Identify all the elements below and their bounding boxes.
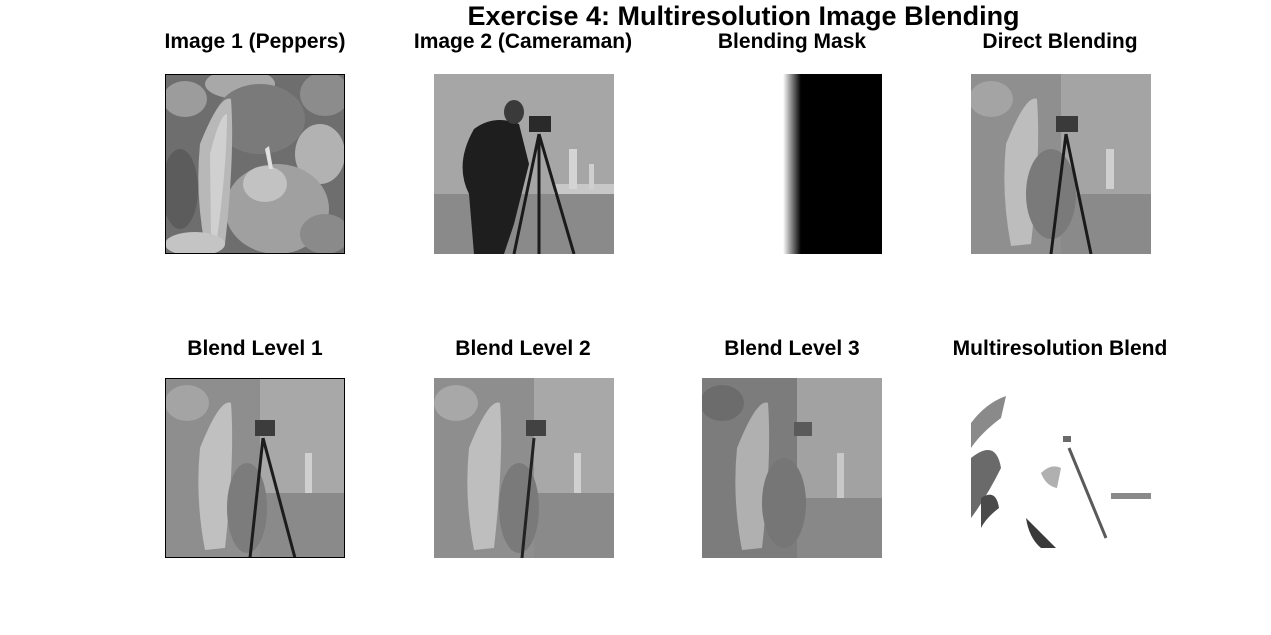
multiresolution-blend-image: [971, 378, 1151, 558]
blend-level-2-image: [434, 378, 614, 558]
cameraman-image: [434, 74, 614, 254]
panel-title-peppers: Image 1 (Peppers): [164, 30, 346, 53]
panel-title-cameraman: Image 2 (Cameraman): [413, 30, 633, 53]
blend-level-3-image: [702, 378, 882, 558]
panel-title-blend-level-2: Blend Level 2: [455, 337, 591, 360]
multiresolution-blend-image-icon: [971, 378, 1151, 558]
figure-title: Exercise 4: Multiresolution Image Blendi…: [467, 1, 1020, 31]
panel-title-multiresolution: Multiresolution Blend: [952, 337, 1168, 360]
blending-mask-image: [702, 74, 882, 254]
peppers-image-icon: [165, 74, 345, 254]
direct-blend-image-icon: [971, 74, 1151, 254]
direct-blending-image: [971, 74, 1151, 254]
panel-title-direct-blending: Direct Blending: [982, 30, 1138, 53]
panel-title-mask: Blending Mask: [717, 30, 867, 53]
blend-level-2-image-icon: [434, 378, 614, 558]
blend-level-3-image-icon: [702, 378, 882, 558]
panel-title-blend-level-3: Blend Level 3: [724, 337, 860, 360]
blend-level-1-image-icon: [165, 378, 345, 558]
cameraman-image-icon: [434, 74, 614, 254]
mask-gradient-icon: [702, 74, 882, 254]
peppers-image: [165, 74, 345, 254]
panel-title-blend-level-1: Blend Level 1: [187, 337, 323, 360]
blend-level-1-image: [165, 378, 345, 558]
